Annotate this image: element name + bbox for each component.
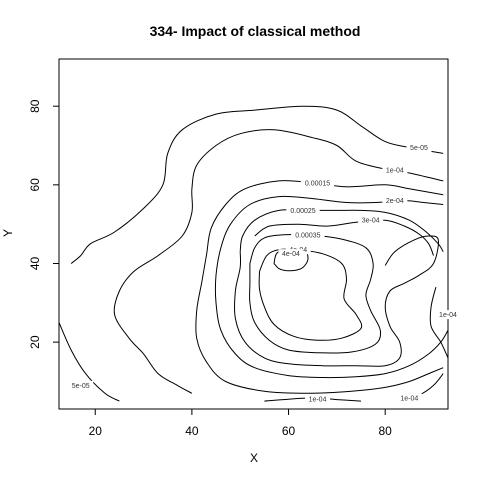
y-axis: 20 40 60 80 [28,99,59,349]
y-axis-label: Y [1,229,15,237]
contour-label: 1e-04 [309,396,327,403]
y-tick-label: 20 [28,335,42,349]
y-tick-label: 40 [28,257,42,271]
x-tick-label: 60 [282,424,296,438]
contour-label: 1e-04 [400,395,418,402]
contour-label: 0.00035 [295,232,320,239]
contour-label: 3e-04 [362,218,380,225]
contour-label: 0.00015 [305,180,330,187]
contour-label: 5e-05 [72,383,90,390]
y-tick-label: 80 [28,99,42,113]
x-tick-label: 80 [379,424,393,438]
chart-title: 334- Impact of classical method [150,23,361,39]
contour-label: 1e-04 [386,167,404,174]
y-tick-label: 60 [28,178,42,192]
contour-lines [59,106,448,401]
contour-labels: 5e-05 5e-05 1e-04 1e-04 1e-04 1e-04 0.00015 2e-… [68,143,460,403]
x-axis: 20 40 60 80 [89,409,393,438]
contour-line [240,210,443,252]
contour-label: 1e-04 [439,312,457,319]
plot-frame [59,59,448,409]
contour-line [430,287,448,358]
contour-label: 4e-04 [282,251,300,258]
contour-label: 2e-04 [386,198,404,205]
x-axis-label: X [250,451,258,465]
x-tick-label: 20 [89,424,103,438]
contour-label: 0.00025 [290,208,315,215]
x-tick-label: 40 [185,424,199,438]
contour-label: 5e-05 [410,145,428,152]
contour-line [234,236,438,366]
